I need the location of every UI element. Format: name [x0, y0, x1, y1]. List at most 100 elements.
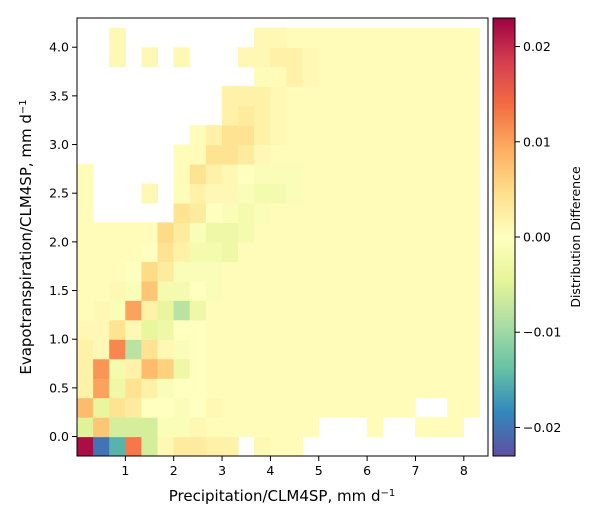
heatmap-cell	[77, 261, 94, 282]
heatmap-cell	[189, 280, 207, 301]
heatmap-cell	[254, 164, 271, 185]
heatmap-cell	[238, 339, 255, 360]
heatmap-cell	[431, 300, 448, 321]
heatmap-cell	[415, 164, 432, 185]
heatmap-cell	[189, 436, 207, 456]
heatmap-cell	[399, 339, 416, 360]
heatmap-cell	[318, 144, 336, 165]
heatmap-cell	[463, 125, 481, 146]
heatmap-cell	[221, 202, 239, 223]
heatmap-cell	[463, 358, 481, 379]
heatmap-cell	[431, 47, 448, 68]
heatmap-cell	[302, 125, 320, 146]
heatmap-cell	[254, 300, 271, 321]
heatmap-cell	[302, 319, 320, 340]
heatmap-cell	[221, 300, 239, 321]
heatmap-cell	[431, 183, 448, 204]
heatmap-cell	[366, 86, 384, 107]
heatmap-cell	[189, 378, 207, 399]
heatmap-cell	[350, 47, 368, 68]
heatmap-cell	[205, 397, 223, 418]
heatmap-cell	[447, 125, 465, 146]
heatmap-cell	[463, 280, 481, 301]
heatmap-cell	[350, 86, 368, 107]
heatmap-cell	[270, 397, 287, 418]
heatmap-cell	[431, 202, 448, 223]
heatmap-cell	[221, 183, 239, 204]
heatmap-cell	[77, 222, 94, 243]
heatmap-cell	[254, 27, 271, 48]
heatmap-cell	[254, 66, 271, 87]
heatmap-cell	[382, 202, 400, 223]
heatmap-cell	[463, 300, 481, 321]
heatmap-cell	[157, 241, 175, 262]
heatmap-cell	[238, 241, 255, 262]
heatmap-cell	[463, 47, 481, 68]
heatmap-cell	[334, 300, 352, 321]
x-tick-label: 5	[315, 463, 323, 478]
heatmap-cell	[93, 280, 110, 301]
y-tick-label: 2.5	[49, 186, 69, 201]
heatmap-cell	[463, 241, 481, 262]
heatmap-cell	[205, 183, 223, 204]
heatmap-cell	[318, 280, 336, 301]
heatmap-cell	[77, 202, 94, 223]
heatmap-cell	[415, 280, 432, 301]
heatmap-cell	[382, 86, 400, 107]
heatmap-cell	[254, 319, 271, 340]
heatmap-cell	[141, 397, 159, 418]
heatmap-cell	[350, 339, 368, 360]
heatmap-cell	[286, 339, 304, 360]
heatmap-cell	[350, 105, 368, 126]
heatmap-cell	[189, 300, 207, 321]
y-tick-label: 2.0	[49, 234, 69, 249]
heatmap-cell	[431, 105, 448, 126]
heatmap-cell	[189, 417, 207, 438]
heatmap-cell	[302, 164, 320, 185]
heatmap-cell	[302, 105, 320, 126]
heatmap-cell	[415, 417, 432, 438]
heatmap-cell	[318, 47, 336, 68]
heatmap-cell	[77, 378, 94, 399]
heatmap-cell	[238, 222, 255, 243]
heatmap-cell	[221, 261, 239, 282]
heatmap-cell	[399, 358, 416, 379]
heatmap-cell	[270, 300, 287, 321]
heatmap-cell	[318, 222, 336, 243]
heatmap-cell	[447, 164, 465, 185]
heatmap-cell	[205, 417, 223, 438]
heatmap-cell	[334, 339, 352, 360]
heatmap-cell	[334, 164, 352, 185]
heatmap-cell	[447, 300, 465, 321]
heatmap-cell	[366, 27, 384, 48]
heatmap-cell	[254, 183, 271, 204]
heatmap-cell	[382, 164, 400, 185]
heatmap-cell	[286, 66, 304, 87]
heatmap-cell	[125, 436, 142, 456]
heatmap-cell	[286, 280, 304, 301]
heatmap-cell	[431, 164, 448, 185]
heatmap-cell	[334, 397, 352, 418]
heatmap-cell	[189, 164, 207, 185]
heatmap-cell	[334, 378, 352, 399]
heatmap-cell	[463, 397, 481, 418]
x-tick-label: 8	[460, 463, 468, 478]
heatmap-cell	[189, 241, 207, 262]
heatmap-cell	[270, 144, 287, 165]
heatmap-cell	[254, 261, 271, 282]
heatmap-cell	[189, 339, 207, 360]
heatmap-cell	[318, 358, 336, 379]
heatmap-cell	[254, 222, 271, 243]
heatmap-cell	[334, 261, 352, 282]
heatmap-cell	[334, 241, 352, 262]
heatmap-cell	[463, 27, 481, 48]
heatmap-cell	[238, 202, 255, 223]
heatmap-cell	[382, 319, 400, 340]
heatmap-cell	[463, 183, 481, 204]
heatmap-cell	[157, 358, 175, 379]
heatmap-cell	[93, 300, 110, 321]
heatmap-cell	[270, 280, 287, 301]
heatmap-cell	[318, 300, 336, 321]
heatmap-cell	[399, 125, 416, 146]
heatmap-cell	[173, 144, 191, 165]
